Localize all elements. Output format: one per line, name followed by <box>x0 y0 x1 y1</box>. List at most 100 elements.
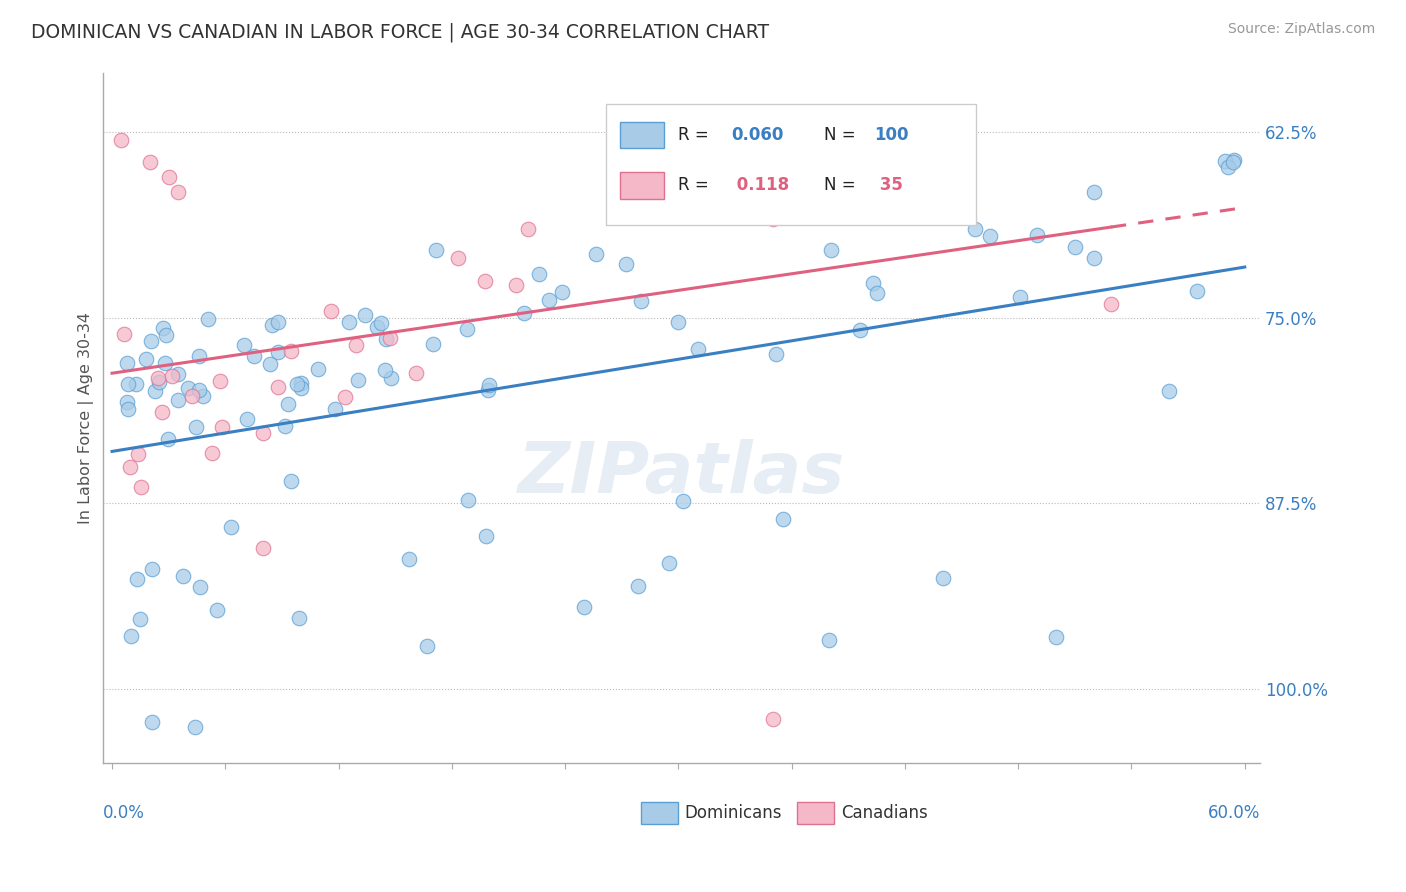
Point <box>512 306 534 320</box>
Point <box>585 247 607 261</box>
Point <box>135 351 157 366</box>
Point <box>267 345 290 359</box>
Point <box>139 155 162 169</box>
Point <box>551 285 574 300</box>
Point <box>344 338 367 352</box>
Point <box>627 579 650 593</box>
Point <box>965 221 987 235</box>
Point <box>762 185 785 199</box>
Point <box>167 392 190 407</box>
Point <box>1099 297 1122 311</box>
Point <box>143 384 166 398</box>
Point <box>761 211 783 226</box>
Point <box>139 334 162 348</box>
Point <box>181 389 204 403</box>
Point <box>221 520 243 534</box>
FancyBboxPatch shape <box>797 802 834 824</box>
Point <box>243 349 266 363</box>
Text: Source: ZipAtlas.com: Source: ZipAtlas.com <box>1227 22 1375 37</box>
Point <box>1083 185 1105 199</box>
Point <box>152 320 174 334</box>
FancyBboxPatch shape <box>620 122 664 148</box>
Text: Canadians: Canadians <box>841 804 928 822</box>
Point <box>184 720 207 734</box>
Point <box>267 380 290 394</box>
Point <box>866 285 889 300</box>
Point <box>117 402 139 417</box>
Point <box>378 331 401 345</box>
Text: N =: N = <box>824 177 860 194</box>
Point <box>193 389 215 403</box>
Point <box>1213 153 1236 168</box>
Point <box>157 433 180 447</box>
Point <box>259 358 281 372</box>
Point <box>474 529 496 543</box>
Point <box>120 628 142 642</box>
Point <box>127 573 149 587</box>
Point <box>422 337 444 351</box>
Point <box>630 294 652 309</box>
Point <box>820 166 842 180</box>
Text: Dominicans: Dominicans <box>685 804 782 822</box>
Text: 0.0%: 0.0% <box>103 804 145 822</box>
FancyBboxPatch shape <box>606 104 976 225</box>
Point <box>979 229 1001 244</box>
Point <box>141 715 163 730</box>
Point <box>290 381 312 395</box>
Point <box>1064 240 1087 254</box>
Point <box>157 169 180 184</box>
Point <box>347 373 370 387</box>
Point <box>375 332 398 346</box>
FancyBboxPatch shape <box>620 172 664 199</box>
Point <box>205 603 228 617</box>
Point <box>425 243 447 257</box>
Point <box>456 322 478 336</box>
Point <box>1008 290 1031 304</box>
Point <box>267 315 290 329</box>
Text: N =: N = <box>824 126 860 145</box>
FancyBboxPatch shape <box>641 802 678 824</box>
Point <box>666 315 689 329</box>
Point <box>1045 630 1067 644</box>
Point <box>477 383 499 397</box>
Point <box>537 293 560 308</box>
Point <box>209 374 232 388</box>
Point <box>167 185 190 199</box>
Y-axis label: In Labor Force | Age 30-34: In Labor Force | Age 30-34 <box>79 312 94 524</box>
Point <box>155 327 177 342</box>
Point <box>166 367 188 381</box>
Point <box>232 338 254 352</box>
Point <box>127 447 149 461</box>
Point <box>188 580 211 594</box>
Point <box>380 371 402 385</box>
Point <box>1083 251 1105 265</box>
Point <box>117 355 139 369</box>
Point <box>572 600 595 615</box>
Point <box>150 405 173 419</box>
Point <box>201 446 224 460</box>
Point <box>129 480 152 494</box>
Text: R =: R = <box>678 126 714 145</box>
Point <box>141 562 163 576</box>
Point <box>110 133 132 147</box>
Point <box>197 312 219 326</box>
Point <box>931 570 953 584</box>
Point <box>252 541 274 555</box>
Point <box>148 375 170 389</box>
Point <box>112 326 135 341</box>
Point <box>866 133 889 147</box>
Point <box>1185 284 1208 298</box>
Point <box>333 390 356 404</box>
Point <box>772 512 794 526</box>
Point <box>416 639 439 653</box>
Point <box>307 362 329 376</box>
Point <box>527 267 550 281</box>
Point <box>118 460 141 475</box>
Point <box>688 342 710 356</box>
Point <box>321 304 343 318</box>
Point <box>172 569 194 583</box>
Point <box>370 316 392 330</box>
Point <box>849 323 872 337</box>
Point <box>474 274 496 288</box>
Point <box>274 418 297 433</box>
